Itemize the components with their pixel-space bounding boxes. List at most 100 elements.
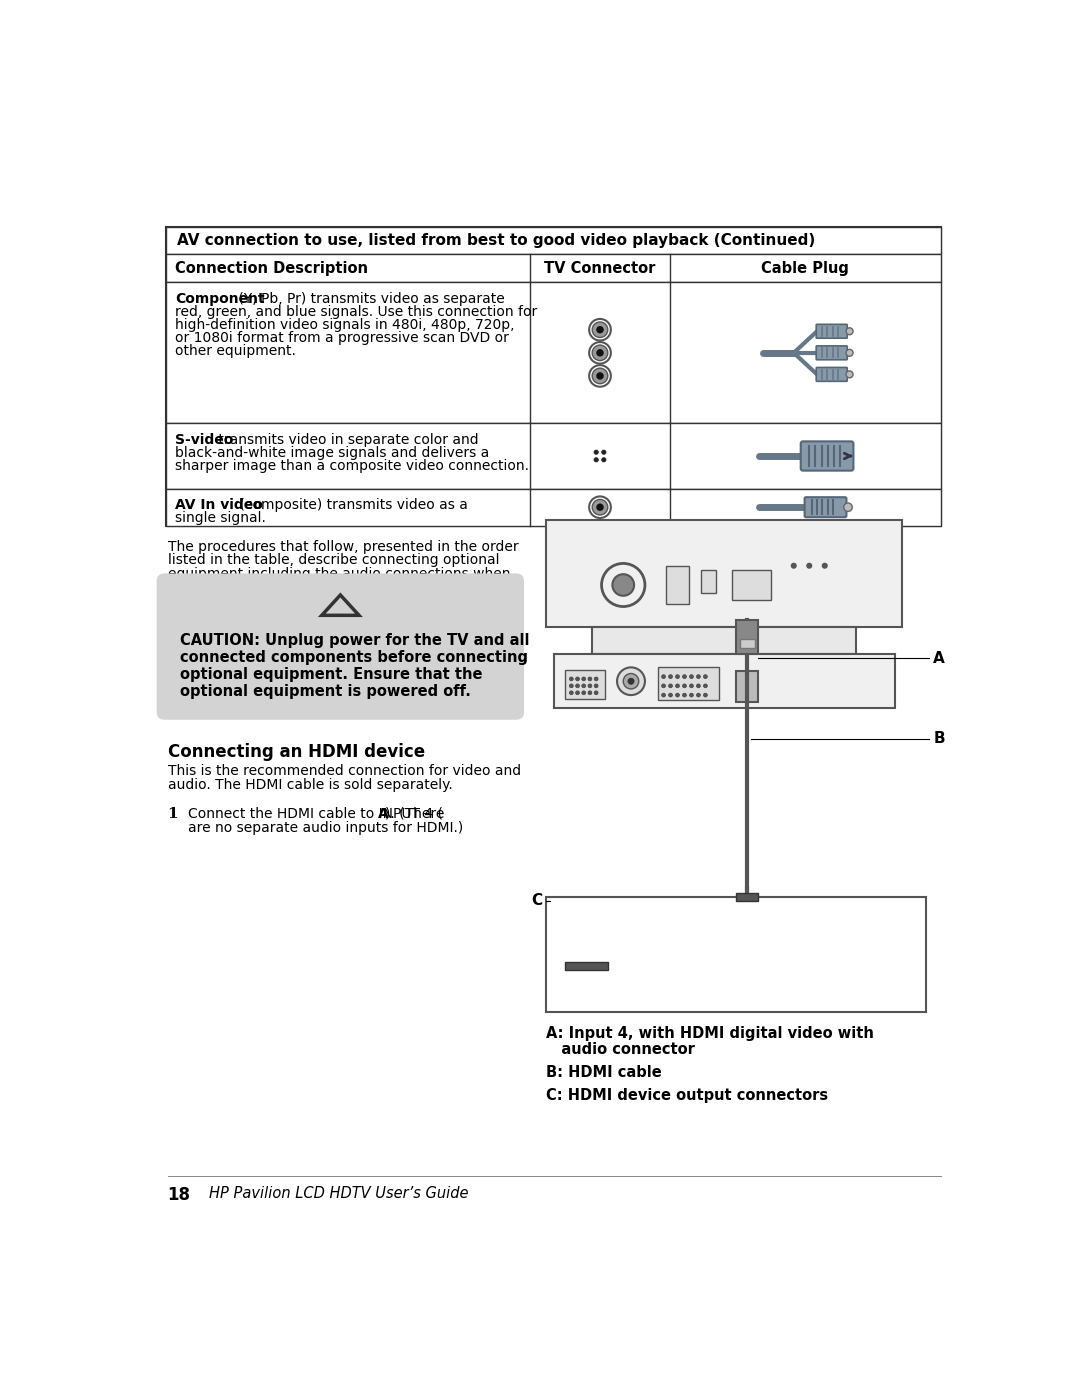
Circle shape [590, 365, 611, 387]
Circle shape [676, 675, 679, 679]
Text: C: HDMI device output connectors: C: HDMI device output connectors [545, 1088, 828, 1102]
Bar [701, 570, 716, 592]
Circle shape [683, 675, 687, 679]
Bar [166, 254, 941, 282]
Circle shape [662, 685, 665, 687]
Text: S-video: S-video [175, 433, 233, 447]
Circle shape [582, 685, 585, 687]
Circle shape [592, 500, 608, 515]
Circle shape [697, 685, 700, 687]
Circle shape [602, 450, 606, 454]
Circle shape [576, 692, 580, 694]
Circle shape [846, 372, 853, 377]
Circle shape [594, 458, 598, 462]
Text: C: C [530, 893, 542, 908]
Circle shape [703, 693, 707, 697]
Text: are no separate audio inputs for HDMI.): are no separate audio inputs for HDMI.) [188, 820, 463, 834]
Text: ). (There: ). (There [386, 806, 445, 821]
Circle shape [676, 693, 679, 697]
Circle shape [683, 693, 687, 697]
Bar [565, 963, 608, 970]
Circle shape [703, 675, 707, 679]
Text: A: A [933, 651, 945, 665]
Circle shape [569, 678, 573, 680]
Circle shape [588, 692, 592, 694]
Text: 18: 18 [167, 1186, 190, 1204]
Bar [166, 423, 941, 489]
Text: Connect the HDMI cable to INPUT 4 (: Connect the HDMI cable to INPUT 4 ( [188, 806, 443, 821]
Bar [565, 669, 606, 698]
Circle shape [792, 563, 796, 569]
Circle shape [576, 678, 580, 680]
Bar [545, 897, 926, 1013]
Circle shape [592, 321, 608, 338]
Text: AV In video: AV In video [175, 497, 264, 511]
Bar [166, 226, 941, 525]
Bar [554, 654, 894, 708]
Circle shape [582, 692, 585, 694]
Circle shape [662, 693, 665, 697]
Text: The procedures that follow, presented in the order: The procedures that follow, presented in… [167, 539, 518, 553]
FancyBboxPatch shape [157, 573, 524, 719]
Text: Connection Description: Connection Description [175, 261, 368, 275]
Circle shape [807, 563, 811, 569]
Circle shape [683, 685, 687, 687]
Text: 1: 1 [167, 806, 178, 821]
Text: high-definition video signals in 480i, 480p, 720p,: high-definition video signals in 480i, 4… [175, 317, 515, 332]
Circle shape [843, 503, 852, 511]
Text: Component: Component [175, 292, 265, 306]
Bar [166, 226, 941, 254]
FancyBboxPatch shape [800, 441, 853, 471]
Circle shape [697, 693, 700, 697]
Bar [166, 489, 941, 525]
Bar [737, 671, 758, 703]
Text: A: A [378, 806, 389, 821]
Text: (Y, Pb, Pr) transmits video as separate: (Y, Pb, Pr) transmits video as separate [234, 292, 505, 306]
Circle shape [689, 685, 693, 687]
Bar [737, 893, 758, 901]
Bar [658, 666, 718, 700]
Circle shape [669, 693, 673, 697]
Circle shape [846, 328, 853, 335]
Circle shape [592, 345, 608, 360]
Text: Cable Plug: Cable Plug [761, 261, 849, 275]
Circle shape [594, 678, 598, 680]
Text: red, green, and blue signals. Use this connection for: red, green, and blue signals. Use this c… [175, 305, 538, 319]
Text: (composite) transmits video as a: (composite) transmits video as a [235, 497, 468, 511]
Circle shape [597, 504, 603, 510]
Circle shape [594, 685, 598, 687]
FancyBboxPatch shape [816, 367, 847, 381]
Text: transmits video in separate color and: transmits video in separate color and [214, 433, 478, 447]
Text: TV Connector: TV Connector [544, 261, 656, 275]
FancyBboxPatch shape [816, 346, 847, 360]
Circle shape [823, 563, 827, 569]
Circle shape [590, 319, 611, 341]
Text: listed in the table, describe connecting optional: listed in the table, describe connecting… [167, 553, 499, 567]
Circle shape [617, 668, 645, 696]
Circle shape [592, 369, 608, 384]
Text: A: Input 4, with HDMI digital video with: A: Input 4, with HDMI digital video with [545, 1027, 874, 1041]
Circle shape [612, 574, 634, 595]
Text: black-and-white image signals and delivers a: black-and-white image signals and delive… [175, 446, 489, 460]
Circle shape [669, 685, 673, 687]
Text: Connecting an HDMI device: Connecting an HDMI device [167, 743, 424, 761]
Circle shape [598, 455, 602, 457]
Circle shape [590, 496, 611, 518]
Text: CAUTION: Unplug power for the TV and all: CAUTION: Unplug power for the TV and all [180, 633, 529, 648]
Text: AV connection to use, listed from best to good video playback (Continued): AV connection to use, listed from best t… [177, 233, 815, 247]
Text: connected components before connecting: connected components before connecting [180, 651, 528, 665]
Circle shape [576, 685, 580, 687]
Circle shape [602, 458, 606, 462]
Circle shape [669, 675, 673, 679]
Text: other equipment.: other equipment. [175, 344, 296, 358]
Circle shape [594, 692, 598, 694]
Text: equipment including the audio connections when: equipment including the audio connection… [167, 567, 510, 581]
Circle shape [689, 675, 693, 679]
Text: B: HDMI cable: B: HDMI cable [545, 1065, 661, 1080]
Circle shape [703, 685, 707, 687]
Text: sharper image than a composite video connection.: sharper image than a composite video con… [175, 458, 529, 472]
Bar [740, 638, 755, 648]
Circle shape [662, 675, 665, 679]
Circle shape [588, 685, 592, 687]
Text: optional equipment. Ensure that the: optional equipment. Ensure that the [180, 668, 483, 682]
